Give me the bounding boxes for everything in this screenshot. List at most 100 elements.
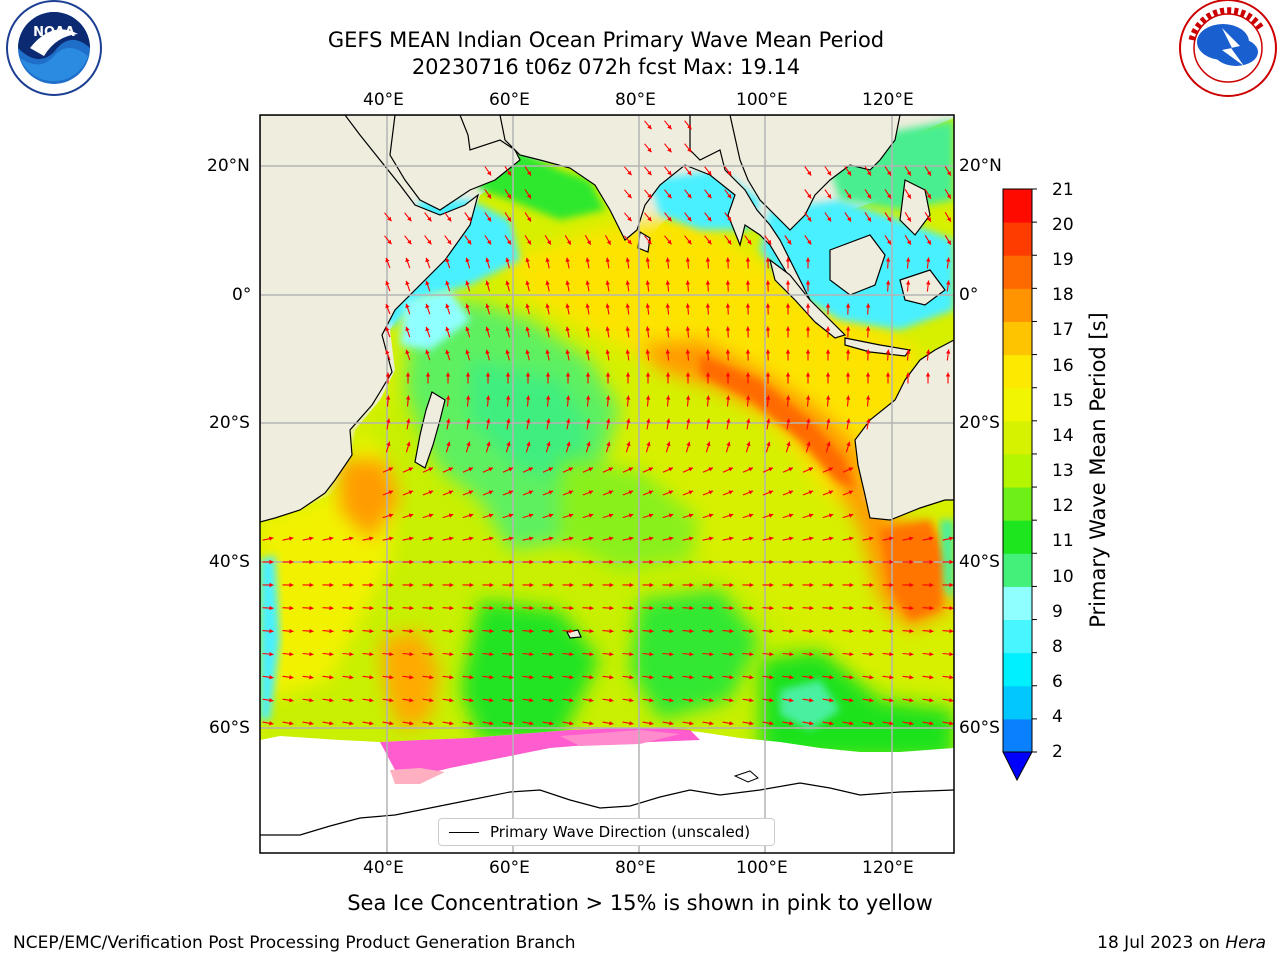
colorbar-tick-label: 11 <box>1052 531 1074 551</box>
wave-arrow-head <box>445 326 450 332</box>
wave-arrow-head <box>629 628 634 634</box>
wave-arrow-head <box>687 239 692 245</box>
bottom-lon-label: 80°E <box>615 858 656 878</box>
wave-arrow-head <box>625 372 631 377</box>
colorbar-tick-label: 6 <box>1052 672 1063 692</box>
wave-arrow-head <box>429 559 434 565</box>
wave-arrow-head <box>585 280 590 285</box>
wave-arrow-head <box>529 628 534 634</box>
wave-arrow-head <box>469 559 474 565</box>
wave-arrow-head <box>926 257 931 262</box>
wave-arrow-head <box>585 395 591 400</box>
wave-arrow-head <box>869 536 874 541</box>
wave-arrow-head <box>449 698 454 703</box>
wave-arrow-head <box>689 675 694 680</box>
wave-arrow-head <box>309 652 314 657</box>
wave-arrow-head <box>628 467 633 472</box>
wave-arrow-head <box>727 170 732 176</box>
wave-arrow-head <box>349 675 354 680</box>
wave-arrow-head <box>505 349 510 355</box>
wave-arrow-head <box>488 513 494 518</box>
wave-arrow-head <box>449 582 454 588</box>
wave-arrow-head <box>725 280 731 285</box>
wave-arrow-head <box>728 467 733 472</box>
wave-arrow-head <box>489 559 494 565</box>
wave-arrow-head <box>586 240 591 245</box>
wave-arrow-head <box>525 372 531 377</box>
wave-arrow-head <box>608 467 613 472</box>
wave-arrow-head <box>627 170 632 176</box>
colorbar-segment <box>1003 685 1032 720</box>
wave-arrow-head <box>809 698 814 703</box>
wave-arrow-head <box>788 467 793 472</box>
wave-arrow-head <box>729 628 734 634</box>
wave-arrow-head <box>467 216 472 222</box>
wave-arrow-head <box>645 372 651 377</box>
wave-arrow-head <box>369 652 374 657</box>
wave-arrow-head <box>447 216 452 222</box>
wave-arrow-head <box>746 418 751 423</box>
wave-arrow-head <box>825 372 831 377</box>
footer-host: Hera <box>1225 933 1266 953</box>
wave-arrow-head <box>409 536 414 541</box>
left-lat-label: 20°N <box>207 156 250 176</box>
wave-arrow-head <box>349 652 354 657</box>
wave-arrow-head <box>929 605 934 611</box>
wave-arrow-head <box>887 171 891 176</box>
wave-arrow-head <box>649 652 654 657</box>
wave-arrow-head <box>805 303 811 308</box>
wave-arrow-head <box>606 240 611 245</box>
wave-arrow-head <box>445 372 451 377</box>
antarctic-island <box>733 770 759 783</box>
wave-arrow-head <box>808 513 814 518</box>
wave-arrow-head <box>509 721 514 726</box>
wave-arrow-head <box>329 652 334 657</box>
wave-arrow-head <box>389 675 394 680</box>
africa-land <box>260 115 480 523</box>
wave-arrow-head <box>667 124 672 130</box>
wave-arrow-head <box>646 418 651 423</box>
wave-arrow-head <box>427 239 432 245</box>
colorbar-extend-arrow <box>1002 751 1033 782</box>
colorbar-segment <box>1003 453 1032 488</box>
wave-arrow-head <box>949 628 954 634</box>
colorbar <box>1002 188 1037 782</box>
wave-arrow-head <box>425 326 430 332</box>
colorbar-segment <box>1003 420 1032 455</box>
wave-arrow-head <box>505 257 510 263</box>
wave-arrow-head <box>467 239 472 245</box>
wave-arrow-head <box>669 605 674 611</box>
wave-arrow-head <box>549 559 554 565</box>
wave-arrow-head <box>468 490 474 495</box>
wave-arrow-head <box>709 628 714 634</box>
wave-arrow-head <box>389 652 394 657</box>
wave-arrow-head <box>909 628 914 634</box>
wave-arrow-head <box>385 395 391 400</box>
wave-arrow-head <box>329 605 334 611</box>
wave-arrow-head <box>749 698 754 703</box>
wave-arrow-head <box>588 467 593 472</box>
wave-arrow-head <box>765 303 771 308</box>
wave-arrow-head <box>429 698 434 703</box>
wave-arrow-head <box>905 372 911 377</box>
wave-arrow-head <box>605 326 610 331</box>
wave-arrow-head <box>289 605 294 611</box>
wave-arrow-head <box>729 675 734 680</box>
wave-arrow-head <box>748 513 754 518</box>
wave-arrow-head <box>568 467 573 472</box>
map-title-line-2: 20230716 t06z 072h fcst Max: 19.14 <box>411 55 801 79</box>
wave-arrow-head <box>929 675 934 680</box>
wave-arrow-head <box>526 441 531 447</box>
wave-arrow-head <box>508 490 514 495</box>
wave-arrow-head <box>509 652 514 657</box>
wave-arrow-head <box>269 536 274 541</box>
wave-arrow-head <box>545 303 550 308</box>
wave-arrow-head <box>625 280 630 285</box>
wave-arrow-head <box>427 216 432 222</box>
wave-arrow-head <box>609 536 614 541</box>
wave-arrow-head <box>566 418 571 423</box>
wave-arrow-head <box>689 559 694 565</box>
wave-arrow-head <box>549 698 554 703</box>
wave-arrow-head <box>648 490 654 495</box>
